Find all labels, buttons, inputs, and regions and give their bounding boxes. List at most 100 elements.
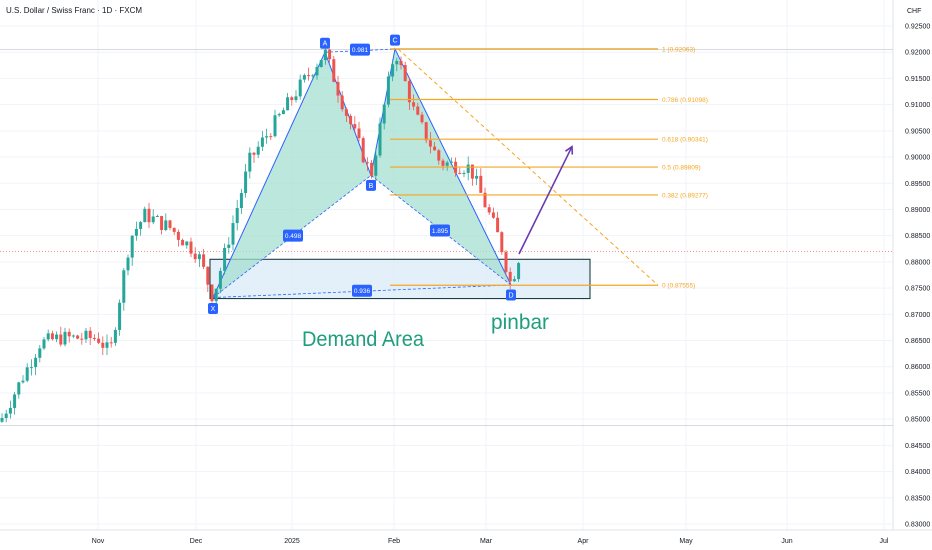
fib-level-label: 0 (0.87555) bbox=[662, 283, 695, 290]
y-tick-label: 0.90500 bbox=[905, 128, 930, 135]
ratio-badge-bg bbox=[350, 43, 370, 56]
candle-body bbox=[105, 342, 109, 348]
candle-body bbox=[206, 266, 210, 285]
point-badge bbox=[208, 303, 218, 315]
candle-body bbox=[139, 222, 143, 229]
candle bbox=[395, 57, 399, 72]
candle bbox=[29, 359, 33, 376]
candle bbox=[340, 91, 344, 112]
candle bbox=[139, 221, 143, 236]
candle bbox=[38, 344, 42, 363]
candle-body bbox=[286, 97, 290, 111]
candle bbox=[311, 73, 315, 80]
candle-body bbox=[353, 124, 357, 129]
candle bbox=[160, 215, 164, 235]
candle bbox=[223, 243, 227, 275]
candle-body bbox=[361, 138, 365, 163]
candle bbox=[298, 74, 302, 100]
candle bbox=[441, 158, 445, 171]
candle-body bbox=[374, 155, 378, 176]
candle bbox=[80, 332, 84, 345]
fib-level-label: 0.786 (0.91098) bbox=[662, 97, 708, 104]
candle-body bbox=[382, 104, 386, 124]
candle bbox=[307, 67, 311, 81]
y-tick-label: 0.92500 bbox=[905, 24, 930, 31]
candle bbox=[42, 337, 46, 350]
ratio-value: 0.498 bbox=[285, 233, 302, 240]
candle bbox=[122, 268, 126, 311]
candle bbox=[374, 147, 378, 181]
candle-body bbox=[231, 223, 235, 245]
candle-body bbox=[109, 342, 113, 344]
candle-body bbox=[487, 207, 491, 213]
candle bbox=[227, 237, 231, 254]
candle bbox=[239, 188, 243, 214]
candle bbox=[365, 157, 369, 171]
candle-body bbox=[483, 192, 487, 208]
candles bbox=[0, 45, 521, 423]
candle-body bbox=[290, 97, 294, 101]
candle bbox=[315, 63, 319, 80]
demand-zone bbox=[209, 258, 591, 300]
candle bbox=[336, 75, 340, 103]
point-label-a: A bbox=[320, 37, 330, 49]
candle-body bbox=[122, 270, 126, 303]
candle bbox=[420, 111, 424, 125]
candle bbox=[332, 55, 336, 83]
candle-body bbox=[17, 382, 21, 395]
candle bbox=[34, 354, 38, 376]
candle-body bbox=[197, 254, 201, 260]
candle-body bbox=[357, 128, 361, 139]
candle bbox=[407, 77, 411, 110]
candle bbox=[244, 163, 248, 198]
candle bbox=[147, 202, 151, 229]
candle-body bbox=[214, 288, 218, 302]
candle-body bbox=[55, 334, 59, 340]
candle bbox=[273, 109, 277, 138]
candle-body bbox=[328, 49, 332, 60]
candle-body bbox=[29, 367, 33, 369]
x-tick-label: Mar bbox=[480, 538, 493, 545]
candle bbox=[391, 59, 395, 82]
candle bbox=[349, 113, 353, 130]
candle-body bbox=[248, 152, 252, 172]
y-tick-label: 0.84500 bbox=[905, 443, 930, 450]
candle-body bbox=[378, 123, 382, 156]
point-label-x: X bbox=[208, 303, 218, 315]
candle bbox=[46, 329, 50, 342]
candle-body bbox=[172, 227, 176, 232]
candle bbox=[197, 251, 201, 267]
candle bbox=[286, 92, 290, 111]
candle-body bbox=[428, 140, 432, 147]
point-text: B bbox=[369, 183, 374, 190]
candle bbox=[399, 56, 403, 70]
candle-body bbox=[151, 216, 155, 223]
candle-body bbox=[34, 357, 38, 368]
candle-body bbox=[294, 96, 298, 101]
candle-body bbox=[420, 114, 424, 123]
point-label-d: D bbox=[506, 289, 516, 301]
candle bbox=[424, 121, 428, 144]
candle-body bbox=[235, 208, 239, 224]
candle-body bbox=[181, 239, 185, 246]
candle-body bbox=[260, 137, 264, 147]
ratio-badge-bg bbox=[283, 229, 303, 242]
candle-body bbox=[168, 220, 172, 228]
candle-body bbox=[391, 64, 395, 77]
candle bbox=[496, 211, 500, 233]
candle bbox=[13, 392, 17, 415]
ratio-badge: 1.895 bbox=[430, 224, 450, 237]
candle-body bbox=[323, 49, 327, 61]
y-tick-label: 0.85000 bbox=[905, 417, 930, 424]
candle bbox=[487, 204, 491, 215]
ratio-badge: 0.498 bbox=[283, 229, 303, 242]
y-tick-label: 0.90000 bbox=[905, 155, 930, 162]
candle bbox=[269, 133, 273, 141]
ratio-badge-bg bbox=[352, 284, 372, 297]
candle bbox=[252, 152, 256, 163]
y-tick-label: 0.92000 bbox=[905, 50, 930, 57]
candle bbox=[206, 266, 210, 293]
candle bbox=[277, 112, 281, 117]
